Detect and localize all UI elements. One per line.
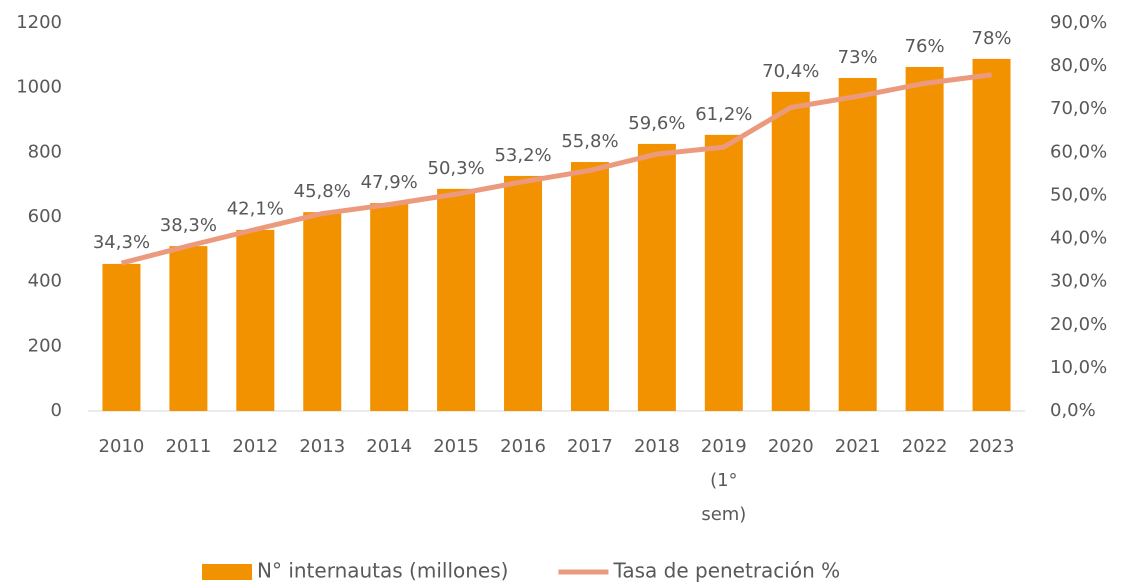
data-label: 73% [838,47,878,68]
legend-label: Tasa de penetración % [612,559,840,583]
x-tick-label: 2012 [232,436,278,457]
bar [437,188,476,411]
bar [637,143,676,411]
x-tick-label: 2022 [902,436,948,457]
data-label: 53,2% [494,145,551,166]
x-tick-label: 2016 [500,436,546,457]
y2-tick-label: 20,0% [1050,314,1107,335]
y2-tick-label: 10,0% [1050,357,1107,378]
bar [102,263,141,411]
y-tick-label: 1000 [16,77,62,98]
y-tick-label: 600 [28,206,62,227]
bar [570,162,609,411]
bar [972,58,1011,411]
bar [771,91,810,412]
line [120,72,992,266]
x-tick-label: 2010 [99,436,145,457]
data-label: 42,1% [227,199,284,220]
y2-tick-label: 40,0% [1050,228,1107,249]
x-tick-label: 2020 [768,436,814,457]
data-label: 50,3% [428,158,485,179]
y-tick-label: 400 [28,271,62,292]
bar [704,134,743,411]
bar [236,229,275,411]
y-tick-label: 200 [28,335,62,356]
bar [838,77,877,411]
x-tick-label: 2015 [433,436,479,457]
y-tick-label: 0 [51,400,62,421]
y2-tick-label: 60,0% [1050,141,1107,162]
y2-tick-label: 0,0% [1050,400,1096,421]
data-label: 76% [905,36,945,57]
legend-swatch [202,564,252,580]
data-label: 34,3% [93,232,150,253]
data-label: 59,6% [628,113,685,134]
y2-tick-label: 70,0% [1050,98,1107,119]
data-label: 38,3% [160,215,217,236]
y2-tick-label: 30,0% [1050,271,1107,292]
y2-tick-label: 50,0% [1050,184,1107,205]
data-label: 78% [972,28,1012,49]
x-tick-label: 2017 [567,436,613,457]
bar [504,175,543,411]
data-label: 70,4% [762,61,819,82]
y2-tick-label: 90,0% [1050,12,1107,33]
data-label: 45,8% [294,181,351,202]
bar [370,203,409,411]
x-tick-label: 2021 [835,436,881,457]
bar [303,212,342,411]
data-label: 61,2% [695,104,752,125]
x-tick-label: 2018 [634,436,680,457]
legend-label: N° internautas (millones) [257,559,508,583]
data-label: 55,8% [561,131,618,152]
x-tick-label: 2014 [366,436,412,457]
bar [169,246,208,411]
y2-tick-label: 80,0% [1050,55,1107,76]
y-tick-label: 1200 [16,12,62,33]
bar [905,66,944,412]
x-tick-label: 2013 [299,436,345,457]
data-label: 47,9% [361,172,418,193]
x-tick-label: 2019 (1° sem) [701,436,747,525]
x-tick-label: 2011 [165,436,211,457]
x-tick-label: 2023 [969,436,1015,457]
y-tick-label: 800 [28,141,62,162]
